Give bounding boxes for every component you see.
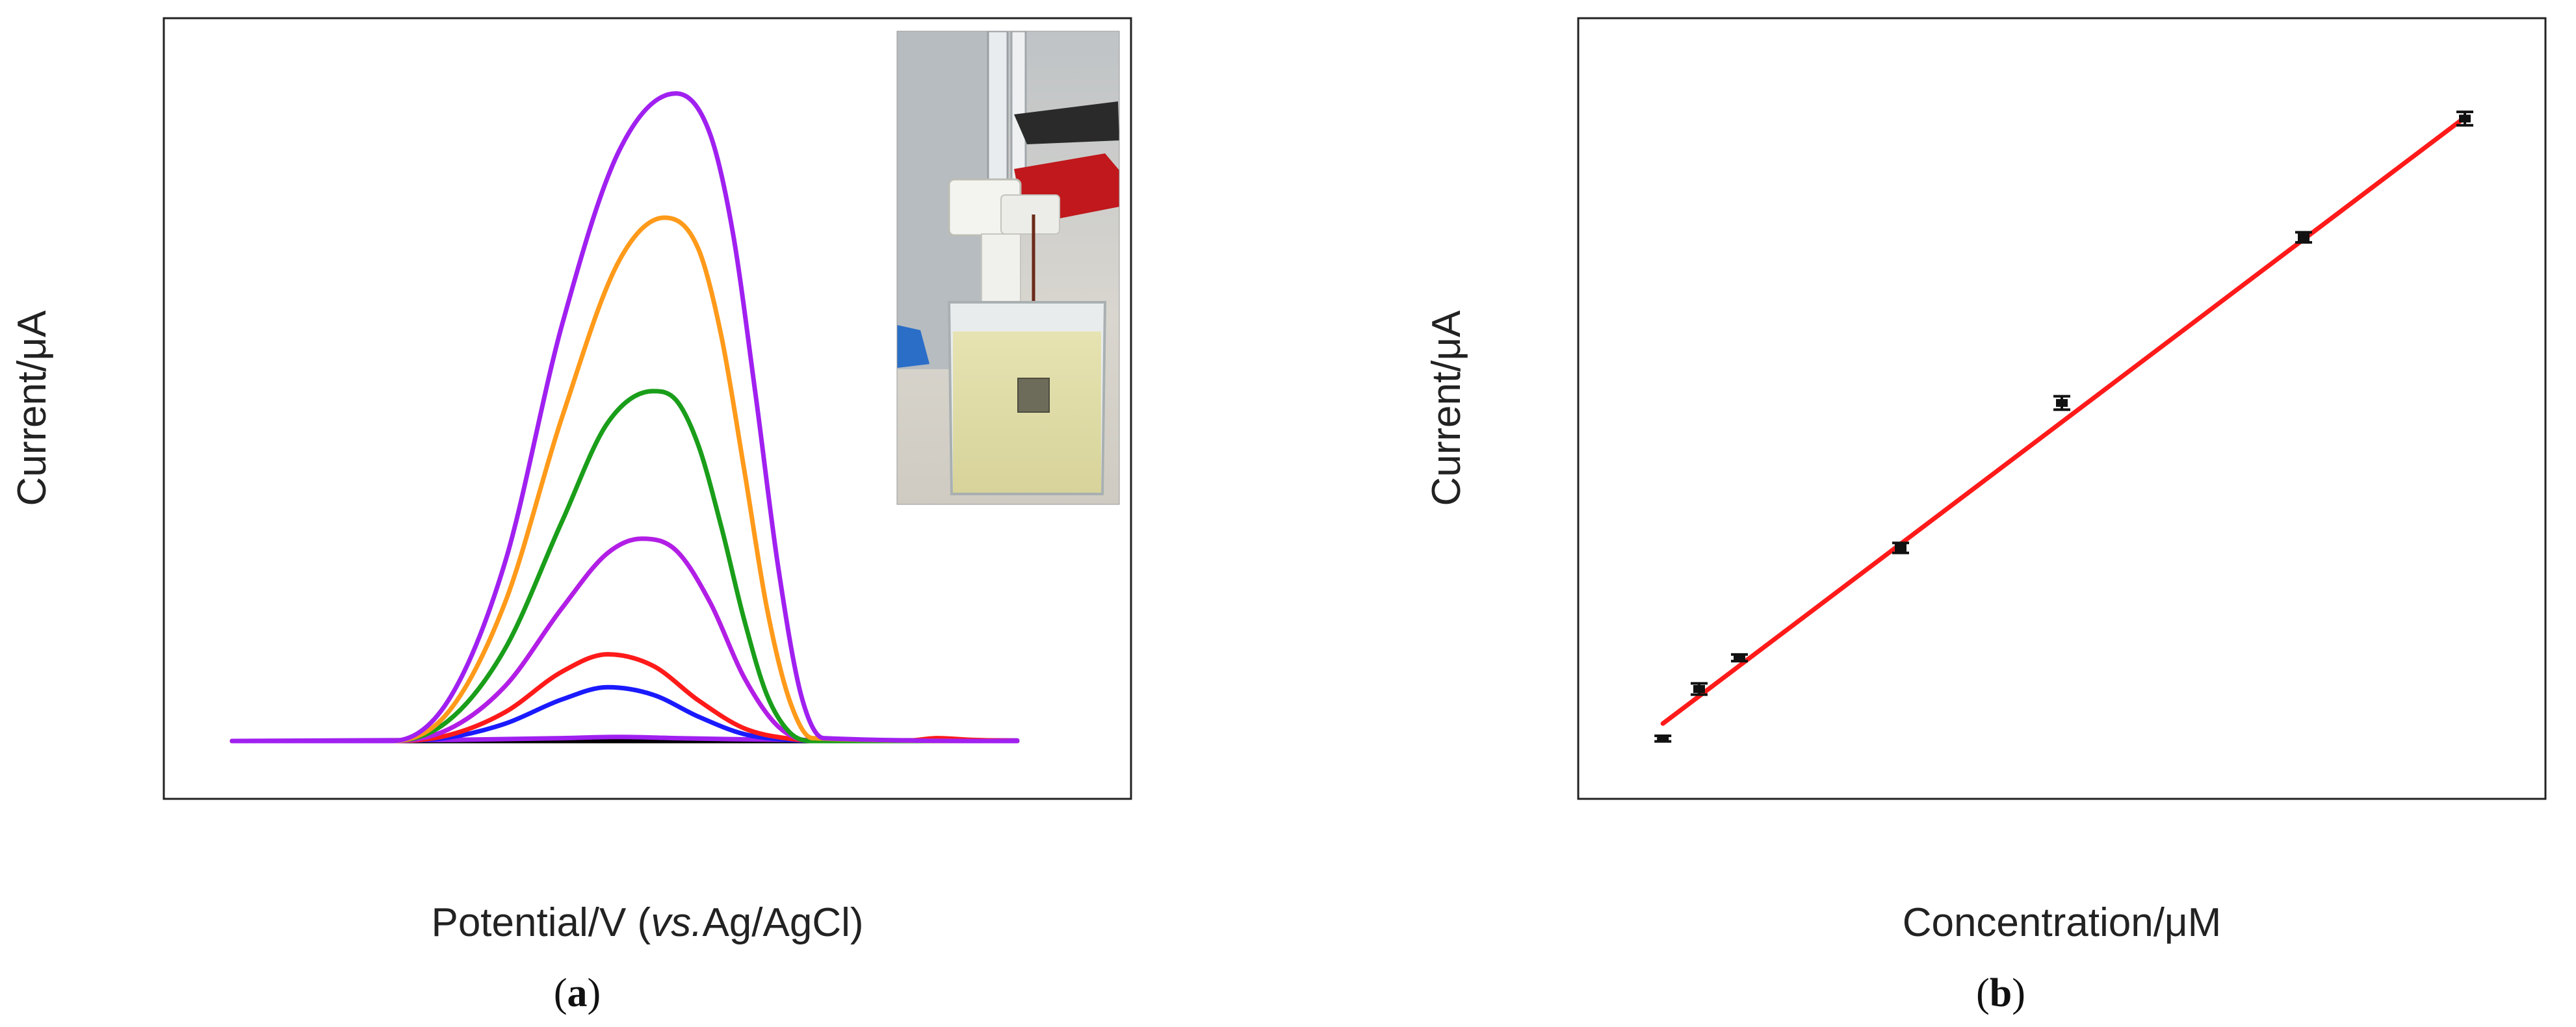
panel-b-fit — [1660, 115, 2467, 726]
panel-a: Current/μA Potential/V (vs.Ag/AgCl) (a) — [10, 17, 1132, 1015]
panel-b-point-marker — [1693, 685, 1705, 694]
inset-holder — [981, 233, 1021, 306]
panel-b-point-marker — [1657, 734, 1669, 743]
panel-b-y-axis-title: Current/μA — [1424, 310, 1469, 506]
inset-glass-tube-2 — [1010, 31, 1027, 182]
panel-a-series-line-6 — [229, 215, 1020, 744]
panel-b-plot-frame — [1577, 17, 2547, 800]
panel-b-data-point — [2053, 395, 2070, 411]
panel-b: Current/μA Concentration/μM (b) — [1424, 17, 2547, 1015]
panel-a-series-line-7 — [229, 91, 1020, 744]
panel-a-series-line-5 — [229, 389, 1020, 744]
inset-cap-2 — [1000, 194, 1060, 235]
panel-a-series-line-4 — [229, 536, 1020, 744]
panel-a-plot-frame — [163, 17, 1132, 800]
panel-a-series-line-3 — [229, 652, 1020, 744]
panel-b-data-point — [1892, 541, 1909, 554]
panel-b-data-point — [2456, 110, 2473, 127]
panel-a-tag: (a) — [554, 971, 601, 1015]
panel-b-fit-line — [1660, 115, 2467, 726]
inset-blue-glove — [897, 325, 930, 368]
panel-b-data-point — [1731, 653, 1748, 663]
panel-a-y-axis-title: Current/μA — [10, 310, 55, 506]
inset-photo — [896, 31, 1120, 505]
panel-b-point-marker — [1895, 543, 1906, 552]
panel-b-x-axis-title: Concentration/μM — [1903, 900, 2222, 945]
inset-clip-black — [1014, 101, 1119, 144]
panel-b-data-point — [1654, 734, 1672, 743]
panel-b-point-marker — [2459, 114, 2471, 123]
panel-a-series — [229, 91, 1020, 744]
panel-a-series-line-2 — [229, 684, 1020, 744]
panel-a-x-axis-title: Potential/V (vs.Ag/AgCl) — [431, 900, 863, 945]
inset-electrode — [1017, 378, 1050, 413]
panel-b-data-point — [2295, 231, 2312, 244]
panel-b-points — [1654, 110, 2473, 743]
inset-glass-tube — [987, 31, 1009, 202]
panel-b-point-marker — [1734, 653, 1745, 662]
panel-b-tag: (b) — [1976, 971, 2025, 1015]
panel-b-point-marker — [2056, 398, 2068, 407]
panel-b-point-marker — [2298, 233, 2309, 242]
panel-b-data-point — [1691, 682, 1708, 696]
